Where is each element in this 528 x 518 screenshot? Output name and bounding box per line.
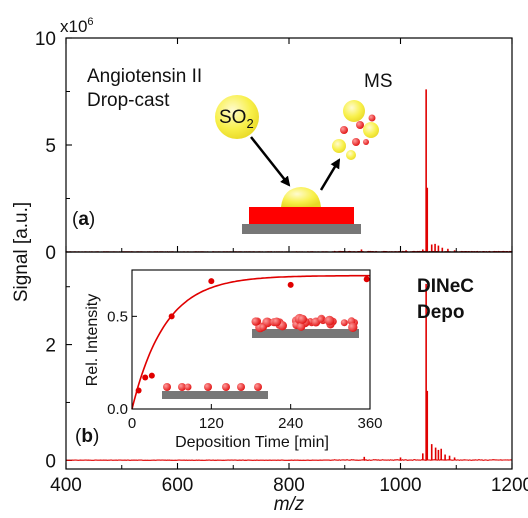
inset-x-tick-label: 240 (278, 415, 303, 432)
dense-coverage-icon (251, 313, 359, 338)
inset-data-point (168, 313, 175, 320)
outgoing-arrow-icon (319, 158, 341, 191)
top-panel-label-close: ) (89, 209, 95, 230)
x-tick-label: 1000 (379, 475, 421, 496)
so2-molecule-icon (215, 95, 259, 139)
substrate-icon (242, 224, 361, 234)
sparse-coverage-icon (162, 383, 268, 399)
inset-data-point (208, 278, 215, 285)
inset-ticks: 0 120 240 360 0.0 0.5 (107, 308, 382, 432)
so2-label: SO2 (219, 107, 254, 131)
y-axis-title: Signal [a.u.] (11, 202, 32, 302)
top-panel-label: (a) (72, 209, 95, 230)
top-panel-ticks: 0 5 10 (35, 29, 72, 264)
top-annotation-line1: Angiotensin II (87, 66, 202, 87)
top-annotation-line2: Drop-cast (87, 90, 170, 111)
bottom-annotation-line1: DINeC (417, 276, 474, 297)
bottom-panel: 02 400 600 800 1000 1200 m/z DINeC Depo (b) … (45, 38, 528, 515)
exponent-base: x10 (60, 17, 87, 36)
bottom-panel-label-letter: b (81, 426, 93, 447)
top-panel-label-letter: a (78, 209, 89, 230)
inset-background (132, 270, 370, 409)
fragments-icon (332, 100, 379, 160)
inset-chart: 0 120 240 360 0.0 0.5 Rel. Intensity Depositi… (84, 269, 383, 451)
so2-base: SO (219, 107, 246, 128)
dense-sphere (297, 314, 307, 324)
x-tick-label: 1200 (491, 475, 528, 496)
inset-x-tick-label: 120 (199, 415, 224, 432)
inset-data-point (287, 281, 294, 288)
bottom-panel-spectrum (66, 283, 513, 461)
bottom-panel-label-open: ( (75, 426, 82, 447)
inset-x-axis-title: Deposition Time [min] (175, 434, 329, 451)
inset-x-tick-label: 360 (357, 415, 382, 432)
inset-frame (131, 269, 371, 410)
exponent-label: x106 (60, 16, 94, 36)
bottom-panel-label-close: ) (93, 426, 99, 447)
dense-sphere (296, 322, 306, 331)
film-icon (249, 207, 354, 224)
bottom-panel-ticks: 02 (45, 286, 72, 472)
inset-y-axis-title: Rel. Intensity (84, 294, 101, 386)
x-tick-label: 400 (50, 475, 82, 496)
dense-sphere (259, 323, 267, 331)
y-tick-label: 10 (35, 29, 56, 50)
x-tick-label: 800 (273, 475, 305, 496)
inset-points (135, 276, 370, 394)
y-tick-label: 5 (45, 136, 56, 157)
inset-y-tick-label: 0.0 (107, 401, 128, 418)
x-axis-title: m/z (274, 494, 305, 515)
y-tick-label: 2 (45, 336, 56, 357)
inset-data-point (148, 372, 155, 379)
dense-sphere (324, 315, 335, 326)
inset-data-point (363, 276, 370, 283)
dense-sphere (348, 322, 358, 332)
top-panel: 0 5 10 Angiotensin II Drop-cast (a) MS (35, 29, 513, 264)
top-panel-label-open: ( (72, 209, 79, 230)
inset-data-point (142, 374, 149, 381)
dense-sphere (340, 319, 348, 327)
inset-y-tick-label: 0.5 (107, 308, 128, 325)
so2-subscript: 2 (246, 116, 253, 131)
droplet-icon (281, 187, 321, 207)
dense-sphere (251, 317, 260, 326)
bottom-annotation-line2: Depo (417, 302, 465, 323)
x-tick-label: 600 (162, 475, 194, 496)
y-tick-label: 0 (45, 451, 56, 472)
y-tick-label: 0 (45, 243, 56, 264)
inset-x-tick-label: 0 (128, 415, 136, 432)
inset-data-point (135, 387, 142, 394)
ms-label: MS (364, 71, 393, 92)
dense-sphere (272, 317, 282, 327)
bottom-panel-label: (b) (75, 426, 99, 447)
schematic-illustration: SO2 (215, 95, 379, 234)
x-axis-ticks: 400 600 800 1000 1200 (50, 38, 528, 496)
exponent-power: 6 (87, 16, 93, 28)
incoming-arrow-icon (250, 136, 291, 187)
dense-sphere (317, 316, 325, 323)
